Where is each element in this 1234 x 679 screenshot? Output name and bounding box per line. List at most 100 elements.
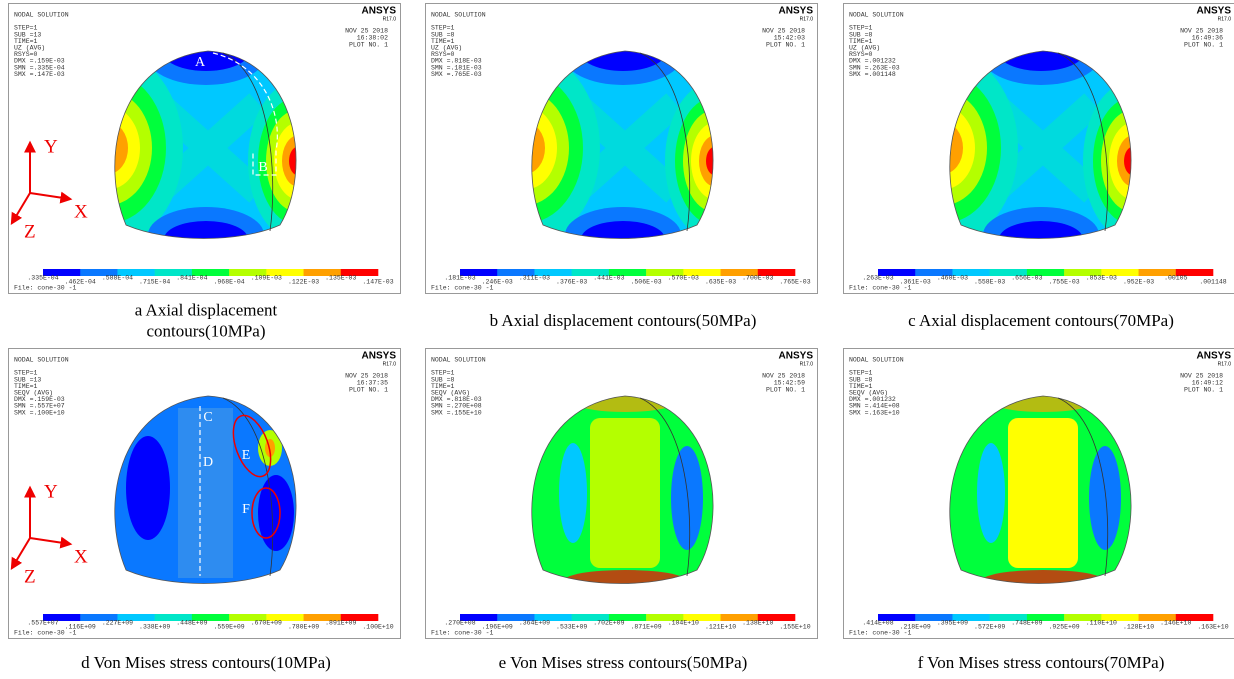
plot-date: NOV 25 2018 (345, 373, 388, 380)
solution-title: NODAL SOLUTION (849, 12, 904, 19)
header-line: TIME=1 (431, 383, 455, 390)
legend-label: .246E-03 (482, 279, 513, 286)
brand: ANSYS (1197, 351, 1232, 362)
legend-swatch (915, 269, 953, 276)
contour (579, 51, 667, 71)
legend-label: .557E+07 (27, 620, 58, 627)
file-name: File: cone-30 -1 (431, 285, 494, 292)
version: R17.0 (1218, 16, 1232, 22)
solution-title: NODAL SOLUTION (14, 12, 69, 19)
legend-label: .755E-03 (1049, 279, 1080, 286)
contour (114, 106, 140, 190)
header-line: DMX =.159E-03 (14, 396, 65, 403)
legend-swatch (266, 614, 304, 621)
legend-swatch (989, 269, 1028, 276)
header-line: SEQV (AVG) (14, 390, 53, 397)
legend-swatch (1026, 269, 1065, 276)
legend-label: .00105 (1164, 275, 1188, 282)
legend-label: .109E-03 (251, 275, 282, 282)
panel-caption: e Von Mises stress contours(50MPa) (499, 653, 748, 672)
model-edge (1057, 397, 1109, 577)
version: R17.0 (800, 16, 814, 22)
header-line: UZ (AVG) (14, 45, 45, 52)
header-line: SEQV (AVG) (849, 390, 888, 397)
legend-swatch (154, 614, 193, 621)
file-name: File: cone-30 -1 (14, 630, 77, 637)
plot-date: NOV 25 2018 (1180, 28, 1223, 35)
plot-time: 16:37:35 (357, 380, 388, 387)
contour (178, 408, 233, 578)
contour (162, 51, 250, 71)
legend-label: .570E-03 (668, 275, 699, 282)
version: R17.0 (383, 16, 397, 22)
legend-swatch (534, 614, 572, 621)
model (531, 396, 714, 584)
legend-swatch (608, 614, 647, 621)
legend-label: .670E+09 (251, 620, 282, 627)
model-edge (1057, 52, 1109, 232)
contour (997, 51, 1085, 71)
legend-swatch (460, 269, 498, 276)
contour (258, 475, 294, 551)
plot-time: 16:38:02 (357, 35, 388, 42)
header-line: SMN =.270E+08 (431, 403, 482, 410)
plot-number: PLOT NO. 1 (766, 387, 805, 394)
legend-label: .116E+09 (65, 624, 96, 631)
header-line: STEP=1 (849, 370, 873, 377)
contour (999, 221, 1083, 239)
legend-swatch (915, 614, 953, 621)
header-line: UZ (AVG) (431, 45, 462, 52)
header-line: SMN =.414E+08 (849, 403, 900, 410)
plot-number: PLOT NO. 1 (1184, 42, 1223, 49)
legend-swatch (571, 614, 610, 621)
header-line: SMX =.163E+10 (849, 409, 900, 416)
header-line: SMN =.181E-03 (431, 64, 482, 71)
model (114, 396, 297, 584)
header-line: DMX =.001232 (849, 58, 896, 65)
axis-label: Y (44, 481, 58, 502)
header-line: DMX =.159E-03 (14, 58, 65, 65)
header-line: SUB =13 (14, 376, 41, 383)
legend-label: .635E-03 (705, 279, 736, 286)
legend-label: .196E+09 (482, 624, 513, 631)
plot-date: NOV 25 2018 (345, 28, 388, 35)
legend-swatch (497, 269, 535, 276)
legend-swatch (191, 614, 230, 621)
legend-swatch (683, 269, 721, 276)
header-line: SMN =.335E-04 (14, 64, 65, 71)
legend-swatch (191, 269, 230, 276)
annotation-label: B (258, 160, 267, 175)
legend-label: .135E-03 (325, 275, 356, 282)
contour (949, 106, 975, 190)
legend-swatch (340, 269, 379, 276)
legend-swatch (757, 614, 796, 621)
version: R17.0 (383, 361, 397, 367)
model-edge (114, 50, 297, 239)
legend-swatch (229, 269, 267, 276)
contour (1089, 446, 1121, 550)
legend-label: .588E-04 (102, 275, 133, 282)
legend-swatch (534, 269, 572, 276)
legend-swatch (266, 269, 304, 276)
legend-label: .146E+10 (1160, 620, 1191, 627)
header-line: SMX =.100E+10 (14, 409, 65, 416)
contour (699, 135, 714, 187)
legend-label: .263E-03 (862, 275, 893, 282)
legend-label: .395E+09 (937, 620, 968, 627)
header-line: DMX =.818E-03 (431, 396, 482, 403)
solution-title: NODAL SOLUTION (431, 357, 486, 364)
legend-swatch (878, 269, 916, 276)
brand: ANSYS (779, 6, 814, 17)
header-line: SUB =13 (14, 31, 41, 38)
legend-label: .227E+09 (102, 620, 133, 627)
legend-swatch (1138, 614, 1177, 621)
legend-label: .558E-03 (974, 279, 1005, 286)
legend-label: .700E-03 (742, 275, 773, 282)
legend-label: .376E-03 (556, 279, 587, 286)
axis-label: Z (24, 566, 36, 587)
panel-caption: contours(10MPa) (147, 321, 266, 340)
model-edge (949, 395, 1132, 584)
legend-swatch (340, 614, 379, 621)
legend-label: .181E-03 (444, 275, 475, 282)
